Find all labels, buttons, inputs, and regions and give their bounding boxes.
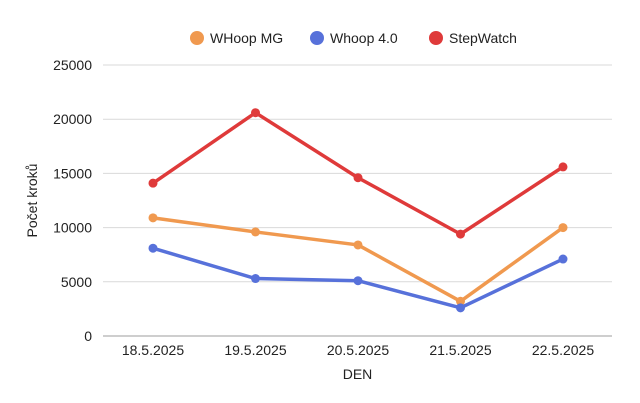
series-lines bbox=[148, 108, 568, 313]
legend-item: Whoop 4.0 bbox=[310, 30, 398, 46]
data-point bbox=[353, 240, 363, 250]
y-axis-ticks: 0 5000 10000 15000 20000 25000 bbox=[53, 57, 92, 344]
data-point bbox=[456, 229, 465, 239]
legend-label: WHoop MG bbox=[210, 30, 283, 46]
data-point bbox=[558, 162, 568, 172]
data-point bbox=[456, 303, 465, 313]
legend-label: Whoop 4.0 bbox=[330, 30, 398, 46]
legend-marker bbox=[429, 31, 443, 45]
data-point bbox=[148, 213, 158, 223]
legend-item: WHoop MG bbox=[190, 30, 283, 46]
legend: WHoop MG Whoop 4.0 StepWatch bbox=[190, 30, 517, 46]
x-tick-label: 19.5.2025 bbox=[224, 342, 286, 358]
data-point bbox=[558, 254, 568, 264]
legend-marker bbox=[190, 31, 204, 45]
data-point bbox=[148, 243, 158, 253]
x-tick-label: 21.5.2025 bbox=[429, 342, 491, 358]
data-point bbox=[251, 108, 260, 118]
legend-marker bbox=[310, 31, 324, 45]
data-point bbox=[148, 178, 158, 188]
x-tick-label: 22.5.2025 bbox=[532, 342, 594, 358]
data-point bbox=[353, 276, 363, 286]
y-tick-label: 15000 bbox=[53, 165, 92, 181]
x-tick-label: 20.5.2025 bbox=[327, 342, 389, 358]
x-tick-label: 18.5.2025 bbox=[122, 342, 184, 358]
y-tick-label: 25000 bbox=[53, 57, 92, 73]
y-axis-title: Počet kroků bbox=[24, 164, 40, 238]
y-tick-label: 0 bbox=[84, 328, 92, 344]
data-point bbox=[353, 173, 363, 183]
y-tick-label: 20000 bbox=[53, 111, 92, 127]
x-axis-title: DEN bbox=[343, 366, 373, 382]
data-point bbox=[456, 296, 465, 306]
y-tick-label: 5000 bbox=[61, 274, 92, 290]
data-point bbox=[251, 274, 260, 284]
data-point bbox=[251, 227, 260, 237]
series-0 bbox=[148, 213, 568, 306]
y-tick-label: 10000 bbox=[53, 220, 92, 236]
data-point bbox=[558, 223, 568, 233]
series-2 bbox=[148, 108, 568, 239]
series-1 bbox=[148, 243, 568, 313]
legend-item: StepWatch bbox=[429, 30, 517, 46]
grid-lines bbox=[103, 64, 612, 337]
x-axis-ticks: 18.5.2025 19.5.2025 20.5.2025 21.5.2025 22.5… bbox=[122, 342, 594, 358]
legend-label: StepWatch bbox=[449, 30, 517, 46]
